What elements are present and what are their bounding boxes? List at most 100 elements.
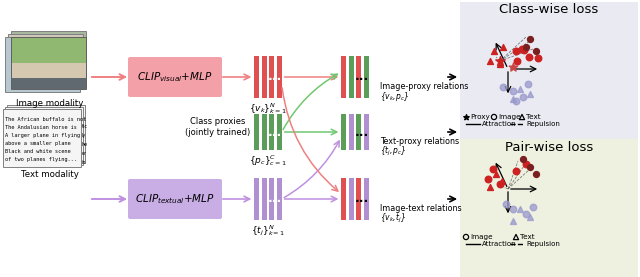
Text: $\mathit{CLIP}_{visual}$+MLP: $\mathit{CLIP}_{visual}$+MLP: [137, 70, 212, 84]
Point: [515, 87, 525, 91]
Point: [489, 115, 499, 119]
FancyBboxPatch shape: [356, 114, 361, 150]
FancyBboxPatch shape: [269, 114, 275, 150]
Point: [489, 49, 499, 53]
Text: Text: Text: [520, 234, 534, 240]
Text: {v$_k$,p$_c$}: {v$_k$,p$_c$}: [380, 90, 409, 103]
Point: [488, 167, 498, 171]
Point: [497, 179, 507, 183]
Point: [483, 177, 493, 181]
Text: of two planes flying...: of two planes flying...: [5, 157, 77, 162]
Point: [518, 95, 528, 99]
FancyBboxPatch shape: [262, 178, 267, 220]
Text: Image-text relations: Image-text relations: [380, 204, 461, 213]
FancyBboxPatch shape: [349, 114, 354, 150]
FancyBboxPatch shape: [254, 114, 259, 150]
Text: Class-wise loss: Class-wise loss: [499, 3, 598, 16]
FancyBboxPatch shape: [11, 63, 86, 78]
Point: [485, 59, 495, 63]
Point: [491, 172, 501, 176]
Point: [511, 235, 521, 239]
Text: Text modality: Text modality: [21, 170, 79, 179]
Point: [495, 59, 505, 63]
Point: [511, 99, 521, 103]
FancyBboxPatch shape: [341, 114, 346, 150]
Text: Proxy: Proxy: [470, 114, 490, 120]
FancyBboxPatch shape: [341, 56, 346, 98]
Text: Repulsion: Repulsion: [526, 241, 560, 247]
Point: [521, 162, 531, 166]
FancyBboxPatch shape: [460, 2, 638, 139]
Point: [511, 49, 522, 53]
FancyBboxPatch shape: [341, 178, 346, 220]
Point: [508, 97, 518, 101]
Text: $\{v_k\}_{k=1}^N$: $\{v_k\}_{k=1}^N$: [249, 101, 287, 116]
Point: [495, 182, 505, 186]
Point: [533, 56, 543, 60]
Point: [519, 47, 529, 52]
FancyBboxPatch shape: [262, 56, 267, 98]
FancyBboxPatch shape: [269, 56, 275, 98]
FancyBboxPatch shape: [364, 56, 369, 98]
Text: Image-proxy relations: Image-proxy relations: [380, 82, 468, 91]
Text: Repulsion: Repulsion: [526, 121, 560, 127]
Text: Text-proxy relations: Text-proxy relations: [380, 137, 459, 146]
FancyBboxPatch shape: [269, 178, 275, 220]
Point: [485, 185, 495, 189]
Point: [518, 157, 528, 161]
Point: [498, 45, 508, 49]
Text: in: in: [82, 160, 86, 165]
FancyBboxPatch shape: [11, 37, 86, 63]
Point: [515, 207, 525, 211]
Text: ...: ...: [355, 193, 369, 206]
Text: ...: ...: [268, 71, 282, 83]
FancyBboxPatch shape: [356, 178, 361, 220]
FancyBboxPatch shape: [128, 57, 222, 97]
FancyBboxPatch shape: [254, 56, 259, 98]
Point: [501, 202, 511, 206]
FancyBboxPatch shape: [5, 107, 83, 165]
FancyBboxPatch shape: [8, 34, 83, 89]
Point: [525, 92, 535, 96]
Point: [528, 205, 538, 209]
Text: A larger plane in flying: A larger plane in flying: [5, 133, 80, 138]
Text: Text: Text: [526, 114, 541, 120]
Point: [508, 89, 518, 93]
FancyBboxPatch shape: [128, 179, 222, 219]
Point: [461, 115, 471, 119]
Point: [517, 115, 527, 119]
FancyBboxPatch shape: [254, 178, 259, 220]
Text: Attraction: Attraction: [482, 241, 516, 247]
Point: [524, 55, 534, 59]
FancyBboxPatch shape: [364, 178, 369, 220]
Text: $\{p_c\}_{c=1}^C$: $\{p_c\}_{c=1}^C$: [249, 153, 287, 168]
FancyBboxPatch shape: [460, 139, 638, 277]
Text: he: he: [82, 142, 88, 147]
FancyBboxPatch shape: [349, 178, 354, 220]
FancyBboxPatch shape: [349, 56, 354, 98]
FancyBboxPatch shape: [11, 78, 86, 89]
Text: above a smaller plane: above a smaller plane: [5, 141, 70, 146]
Point: [521, 45, 531, 49]
Text: The Andalusian horse is: The Andalusian horse is: [5, 125, 77, 130]
Text: ...: ...: [355, 125, 369, 138]
Point: [511, 169, 521, 173]
Text: ...: ...: [268, 193, 282, 206]
Text: Pair-wise loss: Pair-wise loss: [505, 141, 593, 154]
Point: [523, 82, 533, 86]
Point: [508, 65, 518, 69]
Point: [461, 235, 471, 239]
Point: [525, 37, 535, 41]
Point: [508, 219, 518, 223]
Point: [498, 85, 508, 89]
FancyBboxPatch shape: [5, 37, 80, 92]
Text: Image: Image: [498, 114, 520, 120]
FancyBboxPatch shape: [7, 105, 85, 163]
Text: ly: ly: [82, 133, 86, 138]
Text: {t$_j$,p$_c$}: {t$_j$,p$_c$}: [380, 145, 406, 158]
Text: The African buffalo is not: The African buffalo is not: [5, 117, 86, 122]
FancyBboxPatch shape: [276, 178, 282, 220]
Text: tic: tic: [82, 124, 88, 129]
Text: ...: ...: [355, 71, 369, 83]
Point: [521, 212, 531, 216]
